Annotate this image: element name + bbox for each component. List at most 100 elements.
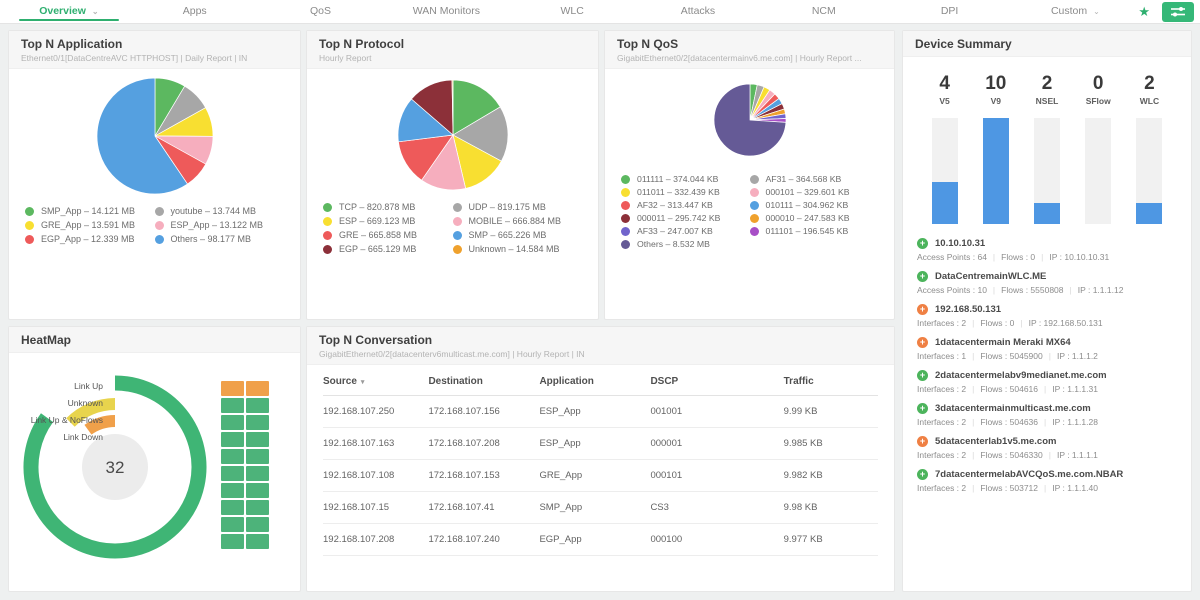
legend-item-egp: EGP – 665.129 MB — [323, 244, 453, 254]
pie-slice-others[interactable] — [713, 83, 786, 157]
tab-wlc[interactable]: WLC — [509, 0, 635, 23]
heatmap-cell[interactable] — [221, 415, 244, 430]
column-header-traffic[interactable]: Traffic — [784, 367, 878, 395]
heatmap-cell[interactable] — [246, 483, 269, 498]
heatmap-cell[interactable] — [221, 381, 244, 396]
device-name-row[interactable]: +7datacentermelabAVCQoS.me.com.NBAR — [917, 469, 1177, 480]
device-name-row[interactable]: +10.10.10.31 — [917, 238, 1177, 249]
device-name-row[interactable]: +5datacenterlab1v5.me.com — [917, 436, 1177, 447]
device-field-flows: Flows : 5046330 — [980, 450, 1043, 460]
tab-attacks[interactable]: Attacks — [635, 0, 761, 23]
legend-dot — [621, 239, 630, 249]
tab-custom[interactable]: Custom ⌄ — [1013, 0, 1139, 23]
device-name-row[interactable]: +2datacentermelabv9medianet.me.com — [917, 370, 1177, 381]
column-header-dscp[interactable]: DSCP — [650, 367, 783, 395]
heatmap-cell[interactable] — [221, 466, 244, 481]
legend-label: GRE_App – 13.591 MB — [41, 220, 136, 230]
device-name-row[interactable]: +3datacentermainmulticast.me.com — [917, 403, 1177, 414]
heatmap-cell[interactable] — [221, 483, 244, 498]
device-item[interactable]: +192.168.50.131 Interfaces : 2 | Flows : 0 |… — [917, 304, 1177, 328]
cell-traffic: 9.985 KB — [783, 438, 823, 449]
panel-title: Top N QoS — [617, 37, 679, 51]
heatmap-cell[interactable] — [246, 466, 269, 481]
column-header-application[interactable]: Application — [539, 367, 650, 395]
heatmap-cell[interactable] — [221, 500, 244, 515]
column-header-label: DSCP — [650, 376, 679, 387]
favorite-star-icon[interactable]: ★ — [1138, 3, 1150, 19]
heatmap-cell[interactable] — [246, 500, 269, 515]
device-item[interactable]: +7datacentermelabAVCQoS.me.com.NBAR Inter… — [917, 469, 1177, 493]
pie-slice-unknown[interactable] — [451, 79, 453, 136]
heatmap-cell[interactable] — [221, 432, 244, 447]
tab-ncm[interactable]: NCM — [761, 0, 887, 23]
tab-overview[interactable]: Overview ⌄ — [6, 0, 132, 23]
device-name-row[interactable]: +192.168.50.131 — [917, 304, 1177, 315]
donut-ring-unknown[interactable] — [66, 398, 116, 427]
panel-header: Device Summary — [903, 31, 1191, 57]
heatmap-cell[interactable] — [246, 398, 269, 413]
device-name-row[interactable]: +1datacentermain Meraki MX64 — [917, 337, 1177, 348]
column-header-destination[interactable]: Destination — [428, 367, 539, 395]
heatmap-cell[interactable] — [246, 534, 269, 549]
legend-item-esp: ESP – 669.123 MB — [323, 216, 453, 226]
qos-pie-chart — [713, 83, 787, 162]
device-status-icon: + — [917, 370, 928, 381]
tab-label: Overview — [39, 5, 86, 17]
device-item[interactable]: +2datacentermelabv9medianet.me.com Interf… — [917, 370, 1177, 394]
legend-label: 010111 – 304.962 KB — [765, 200, 849, 210]
pie-slice-tcp[interactable] — [452, 79, 501, 136]
settings-slider-button[interactable] — [1162, 1, 1194, 22]
bar-fill[interactable] — [1136, 202, 1163, 224]
device-item[interactable]: +1datacentermain Meraki MX64 Interfaces :… — [917, 337, 1177, 361]
legend-dot — [154, 220, 164, 230]
ring-label-link-up-noflows: Link Up & NoFlows — [30, 415, 103, 425]
heatmap-cell[interactable] — [221, 534, 244, 549]
device-item[interactable]: + DataCentremainWLC.ME Access Points : 10 |… — [917, 271, 1177, 295]
device-item[interactable]: +3datacentermainmulticast.me.com Interfac… — [917, 403, 1177, 427]
device-name-row[interactable]: + DataCentremainWLC.ME — [917, 271, 1177, 282]
device-item[interactable]: +10.10.10.31 Access Points : 64 | Flows : 0… — [917, 238, 1177, 262]
tab-qos[interactable]: QoS — [258, 0, 384, 23]
legend-dot — [452, 230, 462, 240]
heatmap-cell[interactable] — [221, 517, 244, 532]
qos-legend: 011111 – 374.044 KB AF31 – 364.568 KB 0110… — [605, 168, 894, 249]
legend-dot — [621, 174, 630, 184]
heatmap-cell[interactable] — [246, 432, 269, 447]
field-divider: | — [1041, 252, 1044, 262]
device-stat-label: V5 — [939, 96, 950, 106]
table-row[interactable]: 192.168.107.15 172.168.107.41 SMP_App CS3 9.… — [323, 492, 878, 524]
device-item[interactable]: +5datacenterlab1v5.me.com Interfaces : 2 |… — [917, 436, 1177, 460]
heatmap-cell[interactable] — [246, 381, 269, 396]
pie-slice-others[interactable] — [96, 77, 188, 195]
panel-top-n-application: Top N Application Ethernet0/1[DataCentre… — [8, 30, 301, 320]
tab-dpi[interactable]: DPI — [887, 0, 1013, 23]
tab-apps[interactable]: Apps — [132, 0, 258, 23]
table-row[interactable]: 192.168.107.108 172.168.107.153 GRE_App 000… — [323, 460, 878, 492]
heatmap-cell[interactable] — [221, 398, 244, 413]
cell-application: SMP_App — [539, 502, 583, 513]
heatmap-cell[interactable] — [246, 517, 269, 532]
heatmap-cell[interactable] — [246, 449, 269, 464]
table-row[interactable]: 192.168.107.250 172.168.107.156 ESP_App 001… — [323, 396, 878, 428]
donut-ring-link-up-noflows[interactable] — [84, 415, 116, 435]
heatmap-cell[interactable] — [246, 415, 269, 430]
column-header-source[interactable]: Source ▾ — [323, 367, 428, 395]
field-divider: | — [1044, 483, 1047, 493]
bar-fill[interactable] — [931, 181, 958, 224]
legend-item-000101: 000101 – 329.601 KB — [749, 187, 879, 197]
legend-label: Unknown – 14.584 MB — [468, 244, 560, 254]
legend-dot — [749, 226, 759, 236]
bar-fill[interactable] — [982, 118, 1009, 224]
legend-item-smp: SMP – 665.226 MB — [452, 230, 583, 240]
pie-slice-udp[interactable] — [451, 106, 508, 162]
donut-ring-link-up[interactable] — [23, 375, 207, 559]
bar-fill[interactable] — [1034, 202, 1060, 224]
table-row[interactable]: 192.168.107.163 172.168.107.208 ESP_App 000… — [323, 428, 878, 460]
application-pie-chart — [96, 77, 214, 200]
legend-label: 000010 – 247.583 KB — [765, 213, 850, 223]
table-row[interactable]: 192.168.107.208 172.168.107.240 EGP_App 000… — [323, 524, 878, 556]
tab-wan-monitors[interactable]: WAN Monitors — [383, 0, 509, 23]
panel-header: Top N Protocol Hourly Report — [307, 31, 598, 69]
heatmap-cell[interactable] — [221, 449, 244, 464]
legend-dot — [25, 234, 34, 244]
